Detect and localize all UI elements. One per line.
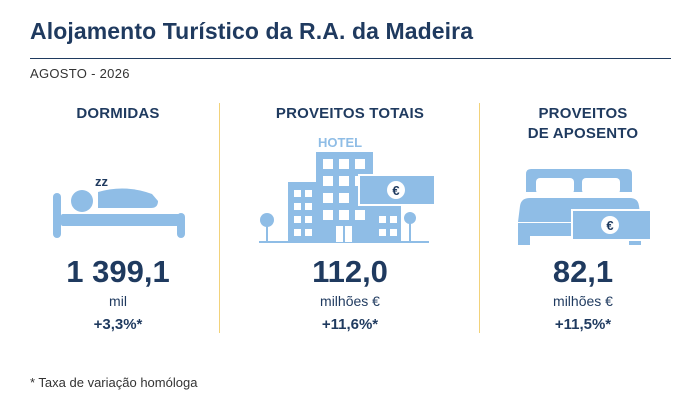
sleeping-person-icon: zz xyxy=(53,174,185,238)
euro-symbol: € xyxy=(392,183,399,198)
period-label: AGOSTO - 2026 xyxy=(30,66,130,81)
metric-unit: milhões € xyxy=(553,293,613,309)
metric-dormidas: DORMIDAS zz 1 399,1 mil +3,3%* xyxy=(5,96,231,333)
bed-money-icon: € xyxy=(518,169,652,245)
metric-label: DORMIDAS xyxy=(76,105,160,122)
hotel-sign-text: HOTEL xyxy=(318,135,362,150)
column-separator xyxy=(479,103,480,333)
title-divider xyxy=(30,58,671,59)
page-title: Alojamento Turístico da R.A. da Madeira xyxy=(30,18,474,44)
metric-unit: mil xyxy=(109,293,127,309)
metric-label: PROVEITOS TOTAIS xyxy=(275,105,425,122)
metric-change: +3,3%* xyxy=(93,316,143,333)
column-separator xyxy=(219,103,220,333)
metric-unit: milhões € xyxy=(320,293,380,309)
hotel-icon: HOTEL xyxy=(259,135,436,243)
footnote: * Taxa de variação homóloga xyxy=(30,375,198,390)
metric-label: PROVEITOS DE APOSENTO xyxy=(470,104,696,144)
metric-proveitos-aposento: PROVEITOS DE APOSENTO € 82,1 milhões € +… xyxy=(470,96,696,333)
euro-symbol: € xyxy=(606,218,613,233)
metric-value: 112,0 xyxy=(312,254,388,289)
metric-value: 1 399,1 xyxy=(66,254,170,289)
metric-proveitos-totais: PROVEITOS TOTAIS HOTEL xyxy=(237,96,463,333)
sleep-z-text: zz xyxy=(95,174,109,189)
metric-value: 82,1 xyxy=(552,254,614,289)
metric-change: +11,5%* xyxy=(554,316,612,333)
metric-change: +11,6%* xyxy=(321,316,379,333)
metric-label-line2: DE APOSENTO xyxy=(527,125,639,142)
metric-label-line1: PROVEITOS xyxy=(538,105,628,122)
